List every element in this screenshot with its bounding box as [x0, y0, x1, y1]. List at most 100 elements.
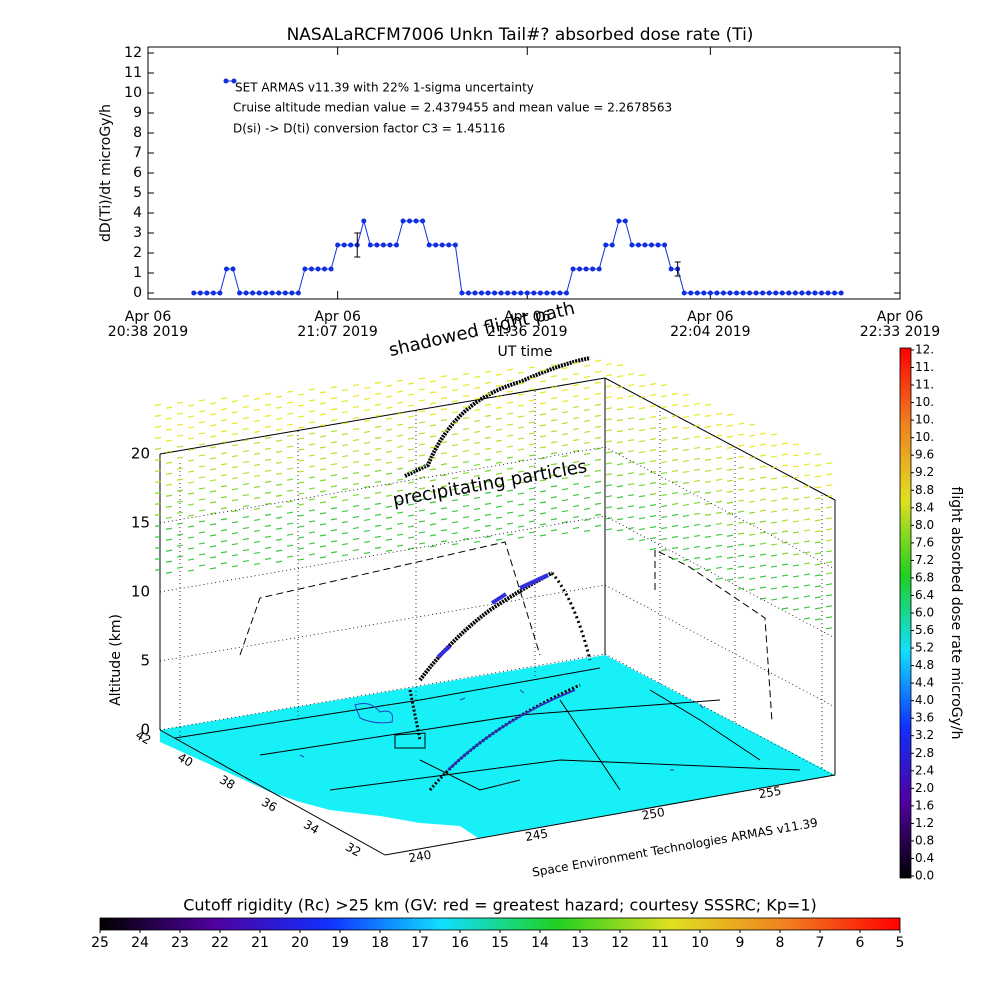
- particle: [165, 406, 173, 409]
- particle: [814, 607, 822, 610]
- colorbar-tick-label: 7.6: [915, 535, 934, 549]
- particle: [451, 521, 459, 524]
- particle: [385, 406, 393, 409]
- particle: [572, 361, 580, 365]
- particle: [418, 498, 426, 501]
- particle: [264, 414, 272, 417]
- particle: [693, 457, 701, 461]
- particle: [165, 483, 173, 486]
- particle: [803, 463, 811, 466]
- particle: [660, 438, 668, 442]
- colorbar-tick-label: 12.: [915, 343, 934, 357]
- particle: [792, 509, 800, 512]
- particle: [297, 437, 305, 440]
- particle: [550, 496, 558, 499]
- particle: [429, 380, 437, 383]
- particle: [429, 424, 437, 427]
- particle: [429, 435, 437, 438]
- particle: [660, 537, 668, 541]
- particle: [407, 503, 415, 506]
- particle: [660, 394, 668, 398]
- point: [766, 290, 772, 296]
- particle: [726, 545, 734, 548]
- particle: [154, 513, 162, 516]
- particle: [154, 414, 162, 417]
- z-axis-label: Altitude (km): [108, 614, 124, 706]
- particle: [165, 417, 173, 420]
- particle: [814, 585, 822, 588]
- particle: [297, 459, 305, 462]
- particle: [781, 442, 789, 445]
- particle: [715, 555, 723, 558]
- particle: [220, 419, 228, 422]
- particle: [462, 438, 470, 442]
- particle: [176, 412, 184, 415]
- colorbar-label: Cutoff rigidity (Rc) >25 km (GV: red = g…: [183, 896, 817, 915]
- particle: [715, 500, 723, 503]
- particle: [715, 423, 723, 426]
- colorbar-tick-label: 8.0: [915, 518, 934, 532]
- particle: [451, 466, 459, 469]
- colorbar-tick-label: 10: [691, 935, 709, 951]
- particle: [770, 576, 778, 579]
- particle: [506, 456, 514, 459]
- particle: [539, 534, 547, 537]
- point: [609, 242, 615, 248]
- particle: [517, 514, 525, 517]
- legend: SET ARMAS v11.39 with 22% 1-sigma uncert…: [223, 78, 534, 95]
- particle: [374, 502, 382, 505]
- particle: [583, 408, 591, 412]
- particle: [176, 555, 184, 558]
- particle: [539, 380, 547, 383]
- particle: [330, 452, 338, 455]
- z-grid-line: [159, 446, 606, 524]
- particle: [616, 474, 624, 477]
- point: [367, 242, 373, 248]
- particle: [792, 454, 800, 457]
- particle: [627, 384, 635, 387]
- particle: [231, 466, 239, 469]
- particle: [693, 501, 701, 505]
- particle: [803, 551, 811, 554]
- particle: [209, 413, 217, 416]
- particle: [781, 508, 789, 511]
- particle: [605, 451, 613, 454]
- particle: [649, 493, 657, 496]
- particle: [187, 558, 195, 561]
- particle: [594, 370, 602, 373]
- x-tick-label: 22:04 2019: [670, 324, 750, 340]
- particle: [792, 520, 800, 523]
- particle: [396, 511, 404, 514]
- particle: [715, 445, 723, 448]
- particle: [572, 526, 580, 530]
- particle: [209, 545, 217, 548]
- colorbar: [899, 347, 912, 879]
- colorbar-tick-label: 6: [856, 935, 865, 951]
- particle: [825, 616, 833, 619]
- particle: [528, 421, 536, 424]
- particle: [550, 463, 558, 466]
- particle: [506, 500, 514, 503]
- particle: [242, 449, 250, 453]
- particle: [242, 515, 250, 519]
- particle: [462, 504, 470, 508]
- particle: [440, 441, 448, 444]
- lat-tick-label: 34: [301, 817, 321, 837]
- particle: [297, 492, 305, 495]
- particle: [385, 450, 393, 453]
- particle: [748, 500, 756, 503]
- particle: [407, 547, 415, 550]
- particle: [352, 449, 360, 453]
- particle: [814, 486, 822, 489]
- z-grid-line: [159, 377, 606, 455]
- colorbar-tick-label: 0.8: [915, 833, 934, 847]
- particle: [352, 460, 360, 464]
- point: [289, 290, 295, 296]
- particle: [825, 583, 833, 586]
- particle: [374, 392, 382, 395]
- particle: [660, 493, 668, 497]
- particle: [638, 418, 646, 421]
- particle: [803, 573, 811, 576]
- particle: [583, 485, 591, 489]
